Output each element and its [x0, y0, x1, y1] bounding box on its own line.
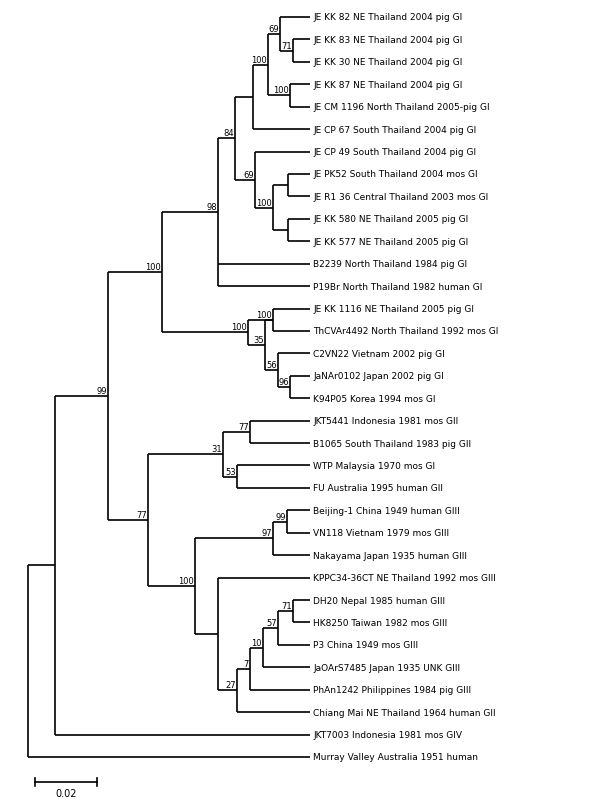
- Text: JE CP 49 South Thailand 2004 pig GI: JE CP 49 South Thailand 2004 pig GI: [313, 148, 476, 157]
- Text: 27: 27: [226, 680, 236, 689]
- Text: 100: 100: [256, 311, 272, 320]
- Text: 7: 7: [244, 659, 249, 668]
- Text: 77: 77: [136, 511, 147, 520]
- Text: P3 China 1949 mos GIII: P3 China 1949 mos GIII: [313, 641, 418, 650]
- Text: 100: 100: [256, 199, 272, 208]
- Text: JE KK 87 NE Thailand 2004 pig GI: JE KK 87 NE Thailand 2004 pig GI: [313, 80, 463, 90]
- Text: JE KK 30 NE Thailand 2004 pig GI: JE KK 30 NE Thailand 2004 pig GI: [313, 58, 463, 67]
- Text: P19Br North Thailand 1982 human GI: P19Br North Thailand 1982 human GI: [313, 282, 482, 291]
- Text: JE CM 1196 North Thailand 2005-pig GI: JE CM 1196 North Thailand 2005-pig GI: [313, 103, 490, 112]
- Text: HK8250 Taiwan 1982 mos GIII: HK8250 Taiwan 1982 mos GIII: [313, 618, 447, 627]
- Text: 57: 57: [266, 618, 277, 627]
- Text: JE KK 1116 NE Thailand 2005 pig GI: JE KK 1116 NE Thailand 2005 pig GI: [313, 305, 474, 314]
- Text: DH20 Nepal 1985 human GIII: DH20 Nepal 1985 human GIII: [313, 596, 445, 605]
- Text: ThCVAr4492 North Thailand 1992 mos GI: ThCVAr4492 North Thailand 1992 mos GI: [313, 327, 499, 336]
- Text: KPPC34-36CT NE Thailand 1992 mos GIII: KPPC34-36CT NE Thailand 1992 mos GIII: [313, 573, 496, 582]
- Text: 97: 97: [262, 529, 272, 538]
- Text: JE PK52 South Thailand 2004 mos GI: JE PK52 South Thailand 2004 mos GI: [313, 170, 478, 179]
- Text: 53: 53: [226, 467, 236, 476]
- Text: 100: 100: [178, 577, 194, 586]
- Text: 71: 71: [281, 602, 292, 611]
- Text: 31: 31: [211, 444, 222, 453]
- Text: JE KK 82 NE Thailand 2004 pig GI: JE KK 82 NE Thailand 2004 pig GI: [313, 14, 462, 23]
- Text: 100: 100: [251, 56, 267, 65]
- Text: 100: 100: [145, 263, 161, 272]
- Text: VN118 Vietnam 1979 mos GIII: VN118 Vietnam 1979 mos GIII: [313, 529, 449, 538]
- Text: 69: 69: [244, 170, 254, 179]
- Text: 96: 96: [278, 378, 289, 387]
- Text: FU Australia 1995 human GII: FU Australia 1995 human GII: [313, 484, 443, 493]
- Text: JE CP 67 South Thailand 2004 pig GI: JE CP 67 South Thailand 2004 pig GI: [313, 126, 476, 135]
- Text: 100: 100: [273, 87, 289, 96]
- Text: 77: 77: [238, 423, 249, 431]
- Text: 100: 100: [231, 323, 247, 332]
- Text: JE KK 577 NE Thailand 2005 pig GI: JE KK 577 NE Thailand 2005 pig GI: [313, 238, 468, 247]
- Text: Chiang Mai NE Thailand 1964 human GII: Chiang Mai NE Thailand 1964 human GII: [313, 708, 496, 717]
- Text: Murray Valley Australia 1951 human: Murray Valley Australia 1951 human: [313, 753, 478, 762]
- Text: WTP Malaysia 1970 mos GI: WTP Malaysia 1970 mos GI: [313, 461, 435, 470]
- Text: JKT5441 Indonesia 1981 mos GII: JKT5441 Indonesia 1981 mos GII: [313, 417, 458, 426]
- Text: 84: 84: [223, 129, 234, 138]
- Text: 99: 99: [97, 387, 107, 396]
- Text: JaNAr0102 Japan 2002 pig GI: JaNAr0102 Japan 2002 pig GI: [313, 371, 444, 381]
- Text: JE R1 36 Central Thailand 2003 mos GI: JE R1 36 Central Thailand 2003 mos GI: [313, 193, 488, 202]
- Text: B2239 North Thailand 1984 pig GI: B2239 North Thailand 1984 pig GI: [313, 260, 467, 268]
- Text: 56: 56: [266, 361, 277, 370]
- Text: 0.02: 0.02: [55, 788, 77, 798]
- Text: K94P05 Korea 1994 mos GI: K94P05 Korea 1994 mos GI: [313, 394, 436, 403]
- Text: 35: 35: [253, 336, 264, 345]
- Text: Beijing-1 China 1949 human GIII: Beijing-1 China 1949 human GIII: [313, 506, 460, 515]
- Text: Nakayama Japan 1935 human GIII: Nakayama Japan 1935 human GIII: [313, 551, 467, 560]
- Text: 99: 99: [275, 512, 286, 521]
- Text: JKT7003 Indonesia 1981 mos GIV: JKT7003 Indonesia 1981 mos GIV: [313, 730, 462, 739]
- Text: 98: 98: [206, 203, 217, 212]
- Text: B1065 South Thailand 1983 pig GII: B1065 South Thailand 1983 pig GII: [313, 439, 471, 448]
- Text: 71: 71: [281, 41, 292, 50]
- Text: 10: 10: [251, 638, 262, 647]
- Text: PhAn1242 Philippines 1984 pig GIII: PhAn1242 Philippines 1984 pig GIII: [313, 685, 471, 694]
- Text: JE KK 83 NE Thailand 2004 pig GI: JE KK 83 NE Thailand 2004 pig GI: [313, 36, 463, 45]
- Text: 69: 69: [268, 25, 279, 34]
- Text: C2VN22 Vietnam 2002 pig GI: C2VN22 Vietnam 2002 pig GI: [313, 350, 445, 358]
- Text: JE KK 580 NE Thailand 2005 pig GI: JE KK 580 NE Thailand 2005 pig GI: [313, 215, 468, 224]
- Text: JaOArS7485 Japan 1935 UNK GIII: JaOArS7485 Japan 1935 UNK GIII: [313, 663, 460, 672]
